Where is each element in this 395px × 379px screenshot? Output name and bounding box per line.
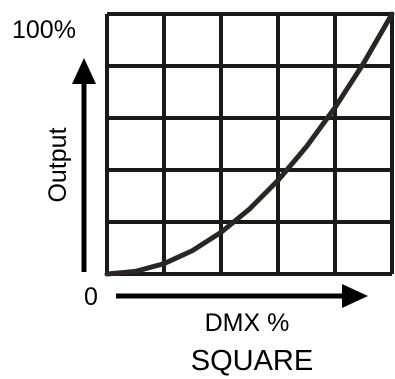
y-axis-title: Output bbox=[44, 127, 72, 202]
square-curve-line bbox=[104, 11, 395, 277]
y-axis-arrow-head bbox=[72, 58, 96, 84]
grid bbox=[105, 12, 394, 276]
x-axis-title: DMX % bbox=[205, 309, 290, 337]
y-axis-arrow bbox=[72, 58, 96, 272]
origin-tick-label: 0 bbox=[84, 283, 98, 311]
chart-title: SQUARE bbox=[191, 345, 313, 377]
x-axis-arrow-head bbox=[342, 284, 368, 308]
y-tick-label-top: 100% bbox=[12, 16, 76, 44]
x-axis-arrow bbox=[116, 284, 368, 308]
